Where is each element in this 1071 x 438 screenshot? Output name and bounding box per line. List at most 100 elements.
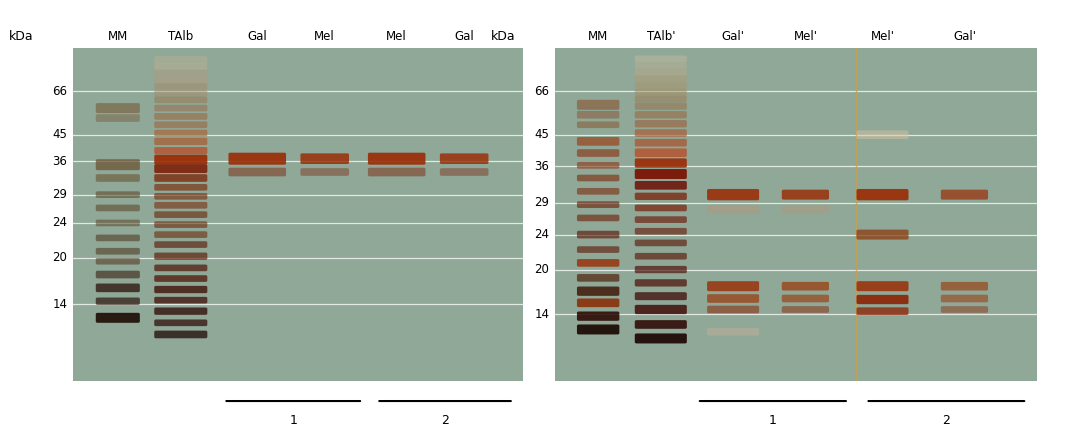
Text: 20: 20 — [52, 251, 67, 265]
FancyBboxPatch shape — [635, 216, 687, 223]
FancyBboxPatch shape — [154, 56, 208, 64]
Text: 14: 14 — [52, 298, 67, 311]
FancyBboxPatch shape — [940, 282, 989, 290]
FancyBboxPatch shape — [635, 320, 687, 329]
FancyBboxPatch shape — [635, 266, 687, 273]
FancyBboxPatch shape — [635, 111, 687, 118]
FancyBboxPatch shape — [635, 205, 687, 211]
Text: TAlb: TAlb — [168, 30, 194, 42]
FancyBboxPatch shape — [577, 201, 619, 208]
FancyBboxPatch shape — [857, 295, 908, 304]
FancyBboxPatch shape — [95, 103, 140, 113]
FancyBboxPatch shape — [154, 253, 208, 260]
FancyBboxPatch shape — [635, 159, 687, 168]
FancyBboxPatch shape — [707, 306, 759, 313]
FancyBboxPatch shape — [301, 168, 349, 176]
FancyBboxPatch shape — [95, 219, 140, 226]
FancyBboxPatch shape — [635, 129, 687, 137]
Text: MM: MM — [588, 30, 608, 42]
FancyBboxPatch shape — [95, 174, 140, 182]
FancyBboxPatch shape — [95, 248, 140, 254]
FancyBboxPatch shape — [782, 190, 829, 200]
FancyBboxPatch shape — [154, 286, 208, 293]
FancyBboxPatch shape — [857, 189, 908, 200]
FancyBboxPatch shape — [154, 202, 208, 208]
FancyBboxPatch shape — [577, 231, 619, 238]
FancyBboxPatch shape — [940, 190, 989, 200]
FancyBboxPatch shape — [857, 307, 908, 315]
FancyBboxPatch shape — [577, 246, 619, 253]
FancyBboxPatch shape — [635, 148, 687, 157]
FancyBboxPatch shape — [707, 189, 759, 200]
FancyBboxPatch shape — [440, 153, 488, 164]
FancyBboxPatch shape — [635, 82, 687, 89]
FancyBboxPatch shape — [635, 62, 687, 69]
Text: Gal: Gal — [247, 30, 267, 42]
FancyBboxPatch shape — [635, 333, 687, 343]
FancyBboxPatch shape — [154, 275, 208, 282]
FancyBboxPatch shape — [95, 283, 140, 292]
FancyBboxPatch shape — [857, 131, 908, 139]
FancyBboxPatch shape — [707, 294, 759, 303]
Text: 1: 1 — [289, 414, 297, 427]
Text: 2: 2 — [942, 414, 950, 427]
FancyBboxPatch shape — [154, 96, 208, 103]
FancyBboxPatch shape — [635, 228, 687, 235]
FancyBboxPatch shape — [577, 100, 619, 110]
FancyBboxPatch shape — [577, 325, 619, 335]
Text: 66: 66 — [534, 85, 549, 98]
FancyBboxPatch shape — [635, 75, 687, 82]
FancyBboxPatch shape — [95, 297, 140, 305]
FancyBboxPatch shape — [154, 193, 208, 200]
FancyBboxPatch shape — [635, 279, 687, 286]
Text: 36: 36 — [534, 160, 549, 173]
FancyBboxPatch shape — [154, 63, 208, 70]
FancyBboxPatch shape — [577, 286, 619, 296]
FancyBboxPatch shape — [95, 313, 140, 323]
FancyBboxPatch shape — [635, 95, 687, 102]
FancyBboxPatch shape — [577, 311, 619, 321]
FancyBboxPatch shape — [154, 130, 208, 136]
FancyBboxPatch shape — [635, 193, 687, 200]
FancyBboxPatch shape — [577, 259, 619, 267]
FancyBboxPatch shape — [368, 168, 425, 177]
FancyBboxPatch shape — [577, 188, 619, 194]
FancyBboxPatch shape — [577, 111, 619, 119]
Text: 14: 14 — [534, 308, 549, 321]
FancyBboxPatch shape — [95, 114, 140, 122]
FancyBboxPatch shape — [577, 137, 619, 146]
FancyBboxPatch shape — [95, 159, 140, 170]
FancyBboxPatch shape — [707, 328, 759, 336]
FancyBboxPatch shape — [782, 206, 829, 213]
Text: Gal': Gal' — [953, 30, 976, 42]
FancyBboxPatch shape — [228, 153, 286, 165]
Text: Mel: Mel — [387, 30, 407, 42]
FancyBboxPatch shape — [95, 258, 140, 265]
FancyBboxPatch shape — [228, 168, 286, 177]
FancyBboxPatch shape — [154, 331, 208, 338]
FancyBboxPatch shape — [577, 121, 619, 128]
Text: 45: 45 — [534, 128, 549, 141]
FancyBboxPatch shape — [368, 153, 425, 165]
Text: 20: 20 — [534, 263, 549, 276]
FancyBboxPatch shape — [635, 240, 687, 246]
FancyBboxPatch shape — [707, 281, 759, 291]
FancyBboxPatch shape — [154, 241, 208, 248]
FancyBboxPatch shape — [154, 297, 208, 304]
FancyBboxPatch shape — [154, 221, 208, 228]
Text: 2: 2 — [441, 414, 449, 427]
Text: Mel': Mel' — [871, 30, 894, 42]
FancyBboxPatch shape — [635, 169, 687, 179]
FancyBboxPatch shape — [301, 153, 349, 164]
FancyBboxPatch shape — [440, 168, 488, 176]
FancyBboxPatch shape — [635, 305, 687, 314]
FancyBboxPatch shape — [154, 211, 208, 218]
FancyBboxPatch shape — [154, 265, 208, 271]
FancyBboxPatch shape — [635, 89, 687, 95]
Text: 24: 24 — [534, 228, 549, 241]
Text: 45: 45 — [52, 128, 67, 141]
FancyBboxPatch shape — [577, 162, 619, 169]
FancyBboxPatch shape — [154, 90, 208, 96]
FancyBboxPatch shape — [577, 215, 619, 221]
FancyBboxPatch shape — [154, 83, 208, 90]
